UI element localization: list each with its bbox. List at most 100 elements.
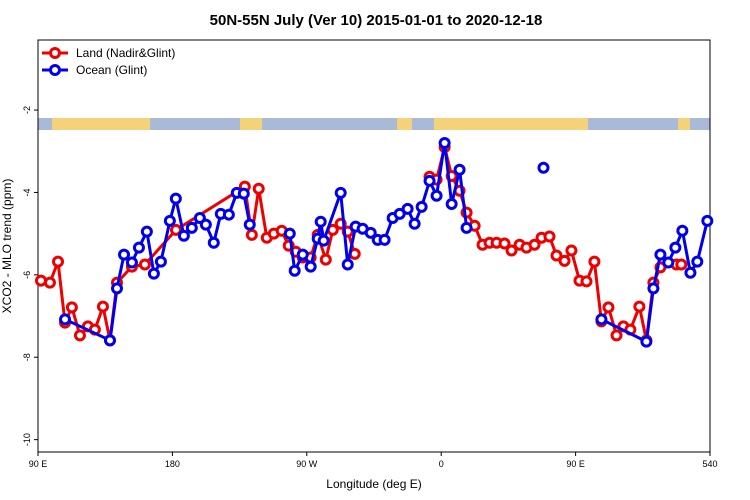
legend-marker bbox=[49, 64, 61, 76]
data-point bbox=[654, 248, 667, 261]
x-tick-label: 540 bbox=[702, 459, 717, 469]
y-tick-label: -6 bbox=[22, 271, 32, 279]
data-point bbox=[595, 313, 608, 326]
data-point bbox=[675, 258, 688, 271]
data-point bbox=[415, 200, 428, 213]
data-point bbox=[588, 255, 601, 268]
data-point bbox=[676, 224, 689, 237]
data-point bbox=[283, 227, 296, 240]
data-point bbox=[408, 217, 421, 230]
x-tick-label: 90 E bbox=[29, 459, 48, 469]
data-point bbox=[154, 255, 167, 268]
ocean-strip bbox=[262, 118, 397, 130]
data-point bbox=[110, 282, 123, 295]
legend-label: Land (Nadir&Glint) bbox=[76, 46, 175, 60]
data-point bbox=[438, 137, 451, 149]
legend-label: Ocean (Glint) bbox=[76, 63, 147, 77]
data-point bbox=[52, 255, 65, 268]
y-tick-label: -8 bbox=[22, 353, 32, 361]
x-tick-label: 90 W bbox=[296, 459, 318, 469]
y-tick-label: -4 bbox=[22, 188, 32, 196]
y-tick-label: -2 bbox=[22, 106, 32, 114]
data-point bbox=[65, 301, 78, 314]
data-point bbox=[423, 174, 436, 187]
x-tick-label: 0 bbox=[439, 459, 444, 469]
data-point bbox=[610, 329, 623, 342]
ocean-strip bbox=[690, 118, 710, 130]
plot-frame bbox=[37, 39, 711, 453]
data-point bbox=[364, 226, 377, 239]
data-point bbox=[558, 254, 571, 267]
data-point bbox=[140, 225, 153, 238]
data-point bbox=[341, 258, 354, 271]
data-point bbox=[169, 192, 182, 205]
data-point bbox=[73, 329, 86, 342]
data-point bbox=[237, 187, 250, 200]
data-point bbox=[118, 248, 131, 261]
data-point bbox=[43, 276, 56, 289]
data-point bbox=[684, 266, 697, 279]
data-point bbox=[334, 186, 347, 199]
y-tick-label: -10 bbox=[22, 433, 32, 446]
data-point bbox=[378, 233, 391, 246]
data-point bbox=[401, 202, 414, 215]
data-point bbox=[243, 218, 256, 231]
ocean-strip bbox=[38, 118, 52, 130]
data-point bbox=[317, 234, 330, 247]
data-point bbox=[393, 207, 406, 220]
data-point bbox=[537, 161, 550, 174]
data-point bbox=[177, 229, 190, 242]
y-axis-title: XCO2 - MLO trend (ppm) bbox=[0, 179, 14, 314]
data-point bbox=[304, 260, 317, 273]
data-point bbox=[505, 244, 518, 257]
data-point bbox=[222, 208, 235, 221]
map-strip bbox=[38, 118, 710, 130]
data-point bbox=[163, 214, 176, 227]
data-point bbox=[288, 264, 301, 277]
data-point bbox=[252, 182, 265, 195]
data-point bbox=[565, 244, 578, 257]
data-point bbox=[633, 300, 646, 313]
data-point bbox=[199, 218, 212, 231]
data-point bbox=[96, 300, 109, 313]
ocean-strip bbox=[412, 118, 434, 130]
data-point bbox=[528, 238, 541, 251]
data-point bbox=[669, 241, 682, 254]
data-point bbox=[169, 223, 182, 236]
data-point bbox=[460, 221, 473, 234]
data-point bbox=[59, 313, 72, 326]
data-point bbox=[662, 256, 675, 269]
chart-title: 50N-55N July (Ver 10) 2015-01-01 to 2020… bbox=[210, 12, 543, 29]
data-point bbox=[647, 282, 660, 295]
data-point bbox=[580, 275, 593, 288]
data-point bbox=[319, 253, 332, 266]
data-point bbox=[498, 237, 511, 250]
data-point bbox=[550, 249, 563, 262]
data-point bbox=[125, 256, 138, 269]
x-tick-label: 180 bbox=[165, 459, 180, 469]
data-point bbox=[602, 301, 615, 314]
ocean-strip bbox=[588, 118, 678, 130]
data-point bbox=[103, 334, 116, 347]
data-point bbox=[453, 163, 466, 176]
data-point bbox=[147, 267, 160, 280]
data-point bbox=[691, 255, 704, 268]
ocean-strip bbox=[150, 118, 240, 130]
data-point bbox=[185, 221, 198, 234]
data-point bbox=[207, 236, 220, 249]
data-point bbox=[543, 230, 556, 243]
x-axis-title: Longitude (deg E) bbox=[326, 477, 421, 491]
data-point bbox=[138, 258, 151, 271]
data-point bbox=[245, 228, 258, 241]
legend-marker bbox=[49, 47, 61, 59]
data-point bbox=[314, 215, 327, 228]
series bbox=[59, 137, 714, 348]
x-tick-label: 90 E bbox=[566, 459, 585, 469]
data-point bbox=[430, 189, 443, 202]
data-point bbox=[296, 248, 309, 261]
data-point bbox=[132, 241, 145, 254]
data-point bbox=[445, 197, 458, 210]
data-point bbox=[701, 214, 714, 227]
data-point bbox=[640, 335, 653, 348]
